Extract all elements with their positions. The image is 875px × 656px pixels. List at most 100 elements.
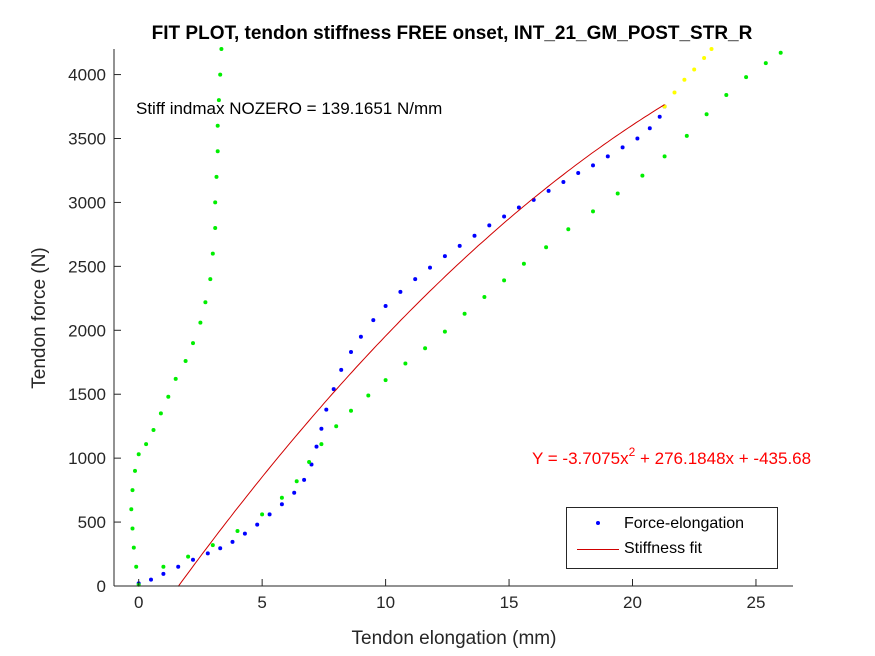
force_elongation-point	[149, 577, 153, 582]
unloading_curve-point	[423, 346, 428, 351]
force_elongation-point	[591, 163, 595, 168]
loading_curve-point	[134, 564, 139, 569]
x-tick-label: 25	[747, 593, 766, 612]
unloading_curve-point	[566, 227, 571, 232]
unloading_curve-point	[724, 93, 729, 97]
unloading_curve-point	[778, 50, 783, 55]
unloading_curve-point	[307, 460, 312, 464]
y-tick-label: 0	[97, 577, 106, 596]
force_elongation-point	[371, 318, 376, 323]
unloading_curve-point	[442, 329, 447, 334]
loading_curve-point	[215, 123, 220, 128]
stiffness-fit-line	[177, 104, 665, 587]
force_elongation-point	[267, 512, 272, 517]
legend-label: Stiffness fit	[624, 540, 702, 557]
unloading_curve-point	[502, 278, 507, 283]
tail-point	[709, 47, 714, 51]
force_elongation-point	[635, 136, 640, 141]
unloading_curve-point	[294, 479, 299, 484]
y-tick-label: 500	[78, 513, 106, 532]
force_elongation-point	[428, 265, 432, 270]
chart-title: FIT PLOT, tendon stiffness FREE onset, I…	[152, 23, 753, 44]
force_elongation-point	[647, 126, 652, 131]
unloading_curve-point	[279, 495, 284, 500]
y-tick-label: 1000	[68, 449, 106, 468]
force_elongation-point	[218, 546, 223, 551]
force_elongation-point	[314, 444, 319, 449]
loading_curve-point	[151, 428, 156, 432]
force_elongation-point	[442, 254, 447, 259]
unloading_curve-point	[544, 245, 549, 250]
unloading_curve-point	[763, 61, 768, 66]
tail-series	[662, 47, 714, 109]
loading_curve-point	[173, 376, 178, 381]
loading_curve-point	[210, 251, 215, 256]
force_elongation-point	[309, 462, 314, 467]
unloading_curve-point	[334, 424, 339, 429]
unloading_curve-point	[640, 173, 645, 178]
loading_curve-point	[136, 452, 141, 457]
x-tick-label: 10	[376, 593, 395, 612]
axes-layer: 0 5 10 15 20 25 0 500 1000 1500 2000 2500 3000 3500 40…	[68, 49, 793, 612]
force_elongation-point	[205, 551, 210, 556]
force_elongation-point	[383, 304, 388, 308]
series-layer	[129, 47, 783, 587]
force_elongation-point	[230, 539, 235, 544]
force_elongation-point	[191, 557, 195, 562]
y-tick-label: 1500	[68, 385, 106, 404]
force_elongation-point	[398, 289, 403, 294]
unloading_curve-point	[662, 154, 667, 159]
loading_curve-point	[218, 72, 223, 77]
loading_curve-point	[166, 394, 171, 399]
unloading_curve-point	[210, 543, 215, 548]
y-tick-label: 2000	[68, 321, 106, 340]
legend-item-stiffness-fit: Stiffness fit	[567, 538, 777, 560]
force_elongation-point	[319, 426, 324, 431]
force_elongation-point	[331, 387, 336, 392]
equation-exponent: 2	[629, 445, 636, 459]
tail-point	[672, 90, 677, 95]
legend-dot-icon	[596, 521, 600, 525]
force_elongation-point	[161, 571, 166, 576]
legend-line-icon	[577, 549, 619, 550]
unloading_curve-point	[235, 529, 240, 533]
unloading_curve-point	[366, 393, 371, 398]
unloading_curve-point	[161, 564, 166, 569]
equation-annotation: Y = -3.7075x2 + 276.1848x + -435.68	[532, 445, 811, 468]
force_elongation-point	[657, 114, 662, 119]
force_elongation-point	[349, 350, 353, 354]
force_elongation-point	[472, 233, 477, 238]
unloading_curve-point	[704, 112, 709, 117]
loading_curve-point	[216, 98, 221, 103]
unloading_curve-point	[186, 554, 191, 559]
y-tick-label: 3500	[68, 130, 106, 149]
stiffness-annotation: Stiff indmax NOZERO = 139.1651 N/mm	[136, 99, 442, 118]
force_elongation-point	[242, 531, 247, 536]
force_elongation-point	[279, 502, 284, 507]
unloading_curve-point	[403, 361, 408, 366]
force_elongation-point	[302, 477, 307, 482]
y-tick-label: 4000	[68, 66, 106, 85]
unloading_curve-point	[383, 378, 388, 383]
loading_curve-point	[208, 277, 213, 282]
force_elongation-point	[620, 145, 625, 150]
equation-prefix: Y = -3.7075x	[532, 449, 629, 468]
y-tick-label: 2500	[68, 257, 106, 276]
force_elongation-point	[358, 334, 363, 339]
force_elongation-point	[255, 522, 260, 527]
force_elongation-point	[413, 277, 418, 282]
plot-area	[114, 49, 793, 586]
loading_curve-point	[219, 47, 224, 51]
loading_curve-point	[131, 545, 136, 550]
unloading_curve-point	[482, 295, 487, 299]
unloading_curve-point	[349, 408, 353, 413]
loading_curve-point	[191, 341, 195, 346]
loading_curve-point	[130, 488, 135, 493]
legend-item-force-elongation: Force-elongation	[567, 513, 777, 535]
force_elongation-point	[339, 367, 344, 372]
unloading_curve-series	[161, 50, 783, 569]
loading_curve-point	[203, 300, 208, 305]
loading_curve-point	[198, 320, 203, 325]
force_elongation-point	[292, 490, 297, 495]
